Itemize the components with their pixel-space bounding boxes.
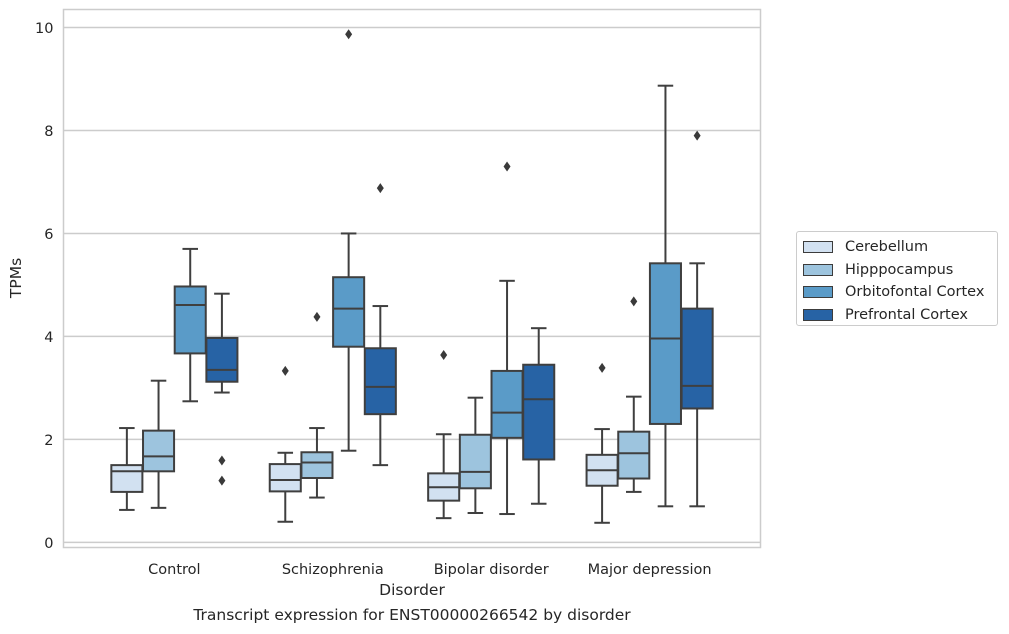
box-bipolar-disorder-hipppocampus <box>458 396 492 515</box>
box-major-depression-cerebellum <box>585 362 619 524</box>
box-body-major-depression-prefrontal-cortex <box>680 307 714 410</box>
box-bipolar-disorder-orbitofontal-cortex <box>490 161 524 516</box>
axis-ticks: 0 2 4 6 8 10 Control Schizophrenia Bipolar disor… <box>35 21 712 578</box>
legend-item-prefrontal-cortex: Prefrontal Cortex <box>803 304 997 327</box>
y-tick-label-6: 6 <box>44 227 53 243</box>
box-control-cerebellum <box>110 427 144 511</box>
box-control-orbitofontal-cortex <box>173 247 207 403</box>
x-tick-label-bipolar-disorder: Bipolar disorder <box>434 562 549 578</box>
legend-swatch-cerebellum <box>803 241 833 254</box>
outlier-bipolar-disorder-orbitofontal-cortex-0 <box>503 161 511 172</box>
outlier-bipolar-disorder-cerebellum-0 <box>440 349 448 360</box>
outlier-control-prefrontal-cortex-1 <box>218 475 226 486</box>
box-body-bipolar-disorder-hipppocampus <box>458 433 492 490</box>
box-bipolar-disorder-cerebellum <box>427 349 461 520</box>
box-schizophrenia-prefrontal-cortex <box>363 183 397 467</box>
outlier-major-depression-hipppocampus-0 <box>630 296 638 307</box>
legend-swatch-hippocampus <box>803 263 833 276</box>
legend-label-prefrontal-cortex: Prefrontal Cortex <box>845 306 968 323</box>
outlier-major-depression-prefrontal-cortex-0 <box>693 130 701 141</box>
legend: Cerebellum Hipppocampus Orbitofontal Cor… <box>796 231 998 326</box>
box-body-schizophrenia-orbitofontal-cortex <box>332 276 366 348</box>
box-body-bipolar-disorder-prefrontal-cortex <box>522 363 556 461</box>
plot-frame <box>62 8 762 549</box>
legend-swatch-prefrontal-cortex <box>803 308 833 321</box>
outlier-control-prefrontal-cortex-0 <box>218 455 226 466</box>
outlier-schizophrenia-cerebellum-0 <box>281 365 289 376</box>
outlier-major-depression-cerebellum-0 <box>598 362 606 373</box>
box-body-schizophrenia-hipppocampus <box>300 451 334 479</box>
box-schizophrenia-orbitofontal-cortex <box>332 29 366 452</box>
legend-label-hippocampus: Hipppocampus <box>845 261 954 278</box>
outlier-schizophrenia-hipppocampus-0 <box>313 311 321 322</box>
y-tick-label-0: 0 <box>44 536 53 552</box>
box-body-bipolar-disorder-orbitofontal-cortex <box>490 369 524 439</box>
box-body-schizophrenia-cerebellum <box>268 463 302 493</box>
y-tick-label-4: 4 <box>44 330 53 346</box>
x-axis-label: Disorder <box>379 581 445 599</box>
y-tick-label-10: 10 <box>35 21 53 37</box>
y-tick-label-8: 8 <box>44 124 53 140</box>
legend-swatch-orbitofrontal-cortex <box>803 286 833 299</box>
y-tick-label-2: 2 <box>44 433 53 449</box>
box-body-schizophrenia-prefrontal-cortex <box>363 347 397 416</box>
box-schizophrenia-hipppocampus <box>300 311 334 499</box>
x-tick-label-major-depression: Major depression <box>588 562 712 578</box>
box-body-major-depression-orbitofontal-cortex <box>648 262 682 425</box>
box-major-depression-orbitofontal-cortex <box>648 84 682 508</box>
y-axis-label: TPMs <box>7 258 25 299</box>
box-control-prefrontal-cortex <box>205 292 239 486</box>
box-body-control-hipppocampus <box>142 429 176 473</box>
box-body-control-orbitofontal-cortex <box>173 285 207 355</box>
legend-label-cerebellum: Cerebellum <box>845 239 929 256</box>
legend-item-cerebellum: Cerebellum <box>803 236 997 259</box>
box-major-depression-hipppocampus <box>617 296 651 493</box>
x-tick-label-schizophrenia: Schizophrenia <box>282 562 384 578</box>
box-bipolar-disorder-prefrontal-cortex <box>522 327 556 505</box>
x-tick-label-control: Control <box>148 562 200 578</box>
box-body-major-depression-hipppocampus <box>617 430 651 480</box>
box-major-depression-prefrontal-cortex <box>680 130 714 508</box>
legend-item-orbitofrontal-cortex: Orbitofontal Cortex <box>803 281 997 304</box>
box-body-control-cerebellum <box>110 464 144 493</box>
legend-item-hippocampus: Hipppocampus <box>803 259 997 282</box>
figure-caption: Transcript expression for ENST0000026654… <box>193 606 631 624</box>
outlier-schizophrenia-orbitofontal-cortex-0 <box>345 29 353 40</box>
box-schizophrenia-cerebellum <box>268 365 302 523</box>
outlier-schizophrenia-prefrontal-cortex-0 <box>376 183 384 194</box>
legend-label-orbitofrontal-cortex: Orbitofontal Cortex <box>845 284 985 301</box>
box-body-control-prefrontal-cortex <box>205 336 239 383</box>
box-control-hipppocampus <box>142 379 176 509</box>
box-plot-marks <box>110 29 714 524</box>
